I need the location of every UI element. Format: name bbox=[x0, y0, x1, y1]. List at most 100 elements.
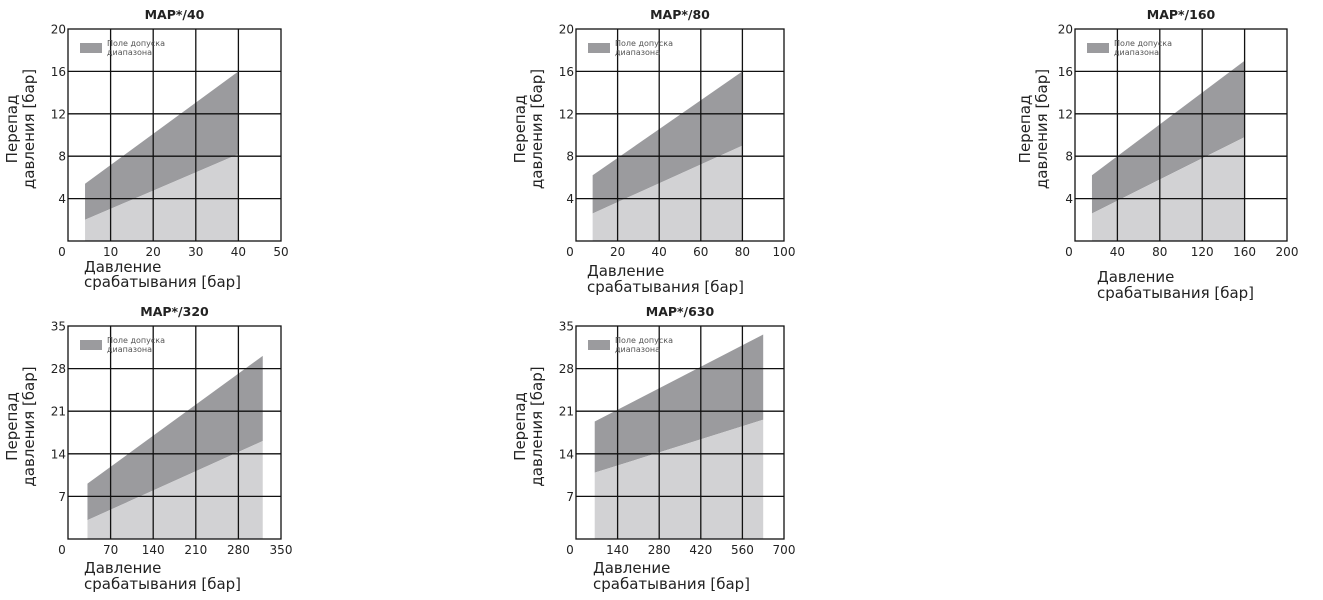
chart-title: MAP*/320 bbox=[140, 304, 209, 319]
legend-swatch bbox=[588, 340, 610, 350]
y-axis-label: давления [бар] bbox=[20, 69, 38, 189]
x-tick-label: 60 bbox=[693, 245, 708, 259]
below-band-area bbox=[594, 419, 764, 539]
plot-frame bbox=[575, 325, 785, 540]
below-band-area bbox=[85, 154, 239, 241]
y-axis-label: Перепад bbox=[3, 392, 21, 461]
x-axis-label: срабатывания [бар] bbox=[587, 278, 744, 296]
y-axis-label: давления [бар] bbox=[528, 69, 546, 189]
x-tick-label: 0 bbox=[58, 245, 66, 259]
y-axis-label: Перепад bbox=[511, 392, 529, 461]
y-tick-label: 12 bbox=[51, 107, 66, 121]
chart-title: MAP*/630 bbox=[646, 304, 715, 319]
y-tick-label: 28 bbox=[51, 362, 66, 376]
x-tick-label: 160 bbox=[1233, 245, 1256, 259]
x-tick-label: 280 bbox=[648, 543, 671, 557]
legend-label: Поле допуска bbox=[107, 336, 165, 345]
x-tick-label: 700 bbox=[773, 543, 796, 557]
below-band-area bbox=[592, 145, 743, 241]
plot-frame bbox=[1074, 28, 1288, 242]
x-tick-label: 280 bbox=[227, 543, 250, 557]
y-tick-label: 12 bbox=[1058, 107, 1073, 121]
legend-swatch bbox=[80, 43, 102, 53]
x-tick-label: 30 bbox=[188, 245, 203, 259]
x-tick-label: 140 bbox=[606, 543, 629, 557]
y-axis-label: давления [бар] bbox=[528, 366, 546, 486]
chart-title: MAP*/80 bbox=[650, 7, 710, 22]
x-axis-label: срабатывания [бар] bbox=[84, 273, 241, 291]
y-tick-label: 35 bbox=[559, 320, 574, 334]
x-axis-label: срабатывания [бар] bbox=[593, 575, 750, 593]
y-tick-label: 21 bbox=[559, 405, 574, 419]
y-tick-label: 7 bbox=[58, 490, 66, 504]
x-axis-label: Давление bbox=[84, 258, 161, 276]
y-tick-label: 20 bbox=[559, 23, 574, 37]
chart-4: MAP*/320 0 70 140 210 280 350 7 14 21 28 35 Давление… bbox=[3, 304, 292, 593]
y-tick-label: 20 bbox=[51, 23, 66, 37]
x-tick-label: 0 bbox=[58, 543, 66, 557]
x-tick-label: 80 bbox=[1152, 245, 1167, 259]
x-tick-label: 40 bbox=[1110, 245, 1125, 259]
chart-3: MAP*/160 0 40 80 120 160 200 4 8 12 16 20 Давлениеср… bbox=[1016, 7, 1298, 302]
legend-label: Поле допуска bbox=[1114, 39, 1172, 48]
y-axis-label: Перепад bbox=[3, 95, 21, 164]
y-tick-label: 4 bbox=[1065, 192, 1073, 206]
x-tick-label: 100 bbox=[773, 245, 796, 259]
legend-label: Поле допуска bbox=[107, 39, 165, 48]
x-axis-label: Давление bbox=[593, 559, 670, 577]
legend-swatch bbox=[588, 43, 610, 53]
legend-label: диапазона bbox=[1114, 48, 1159, 57]
tolerance-band-area bbox=[87, 355, 263, 521]
y-tick-label: 16 bbox=[51, 65, 66, 79]
chart-title: MAP*/160 bbox=[1147, 7, 1216, 22]
plot-frame bbox=[67, 325, 282, 540]
y-tick-label: 4 bbox=[566, 192, 574, 206]
y-tick-label: 21 bbox=[51, 405, 66, 419]
x-tick-label: 80 bbox=[735, 245, 750, 259]
legend-label: диапазона bbox=[107, 48, 152, 57]
y-tick-label: 20 bbox=[1058, 23, 1073, 37]
plot-frame bbox=[67, 28, 282, 242]
x-tick-label: 0 bbox=[566, 245, 574, 259]
x-axis-label: Давление bbox=[1097, 268, 1174, 286]
x-tick-label: 20 bbox=[610, 245, 625, 259]
x-tick-label: 20 bbox=[146, 245, 161, 259]
legend-label: диапазона bbox=[615, 345, 660, 354]
y-axis-label: давления [бар] bbox=[1033, 69, 1051, 189]
x-axis-label: срабатывания [бар] bbox=[1097, 284, 1254, 302]
x-tick-label: 50 bbox=[273, 245, 288, 259]
y-tick-label: 8 bbox=[1065, 150, 1073, 164]
y-tick-label: 7 bbox=[566, 490, 574, 504]
legend-label: Поле допуска bbox=[615, 39, 673, 48]
below-band-area bbox=[1091, 137, 1245, 241]
x-axis-label: срабатывания [бар] bbox=[84, 575, 241, 593]
legend-label: Поле допуска bbox=[615, 336, 673, 345]
y-tick-label: 4 bbox=[58, 192, 66, 206]
x-tick-label: 210 bbox=[184, 543, 207, 557]
y-tick-label: 12 bbox=[559, 107, 574, 121]
legend-label: диапазона bbox=[107, 345, 152, 354]
y-tick-label: 14 bbox=[559, 447, 574, 461]
x-tick-label: 350 bbox=[270, 543, 293, 557]
legend-label: диапазона bbox=[615, 48, 660, 57]
plot-frame bbox=[575, 28, 785, 242]
y-tick-label: 14 bbox=[51, 447, 66, 461]
tolerance-band-area bbox=[85, 71, 239, 220]
x-tick-label: 0 bbox=[1065, 245, 1073, 259]
tolerance-band-area bbox=[592, 71, 743, 214]
x-tick-label: 420 bbox=[689, 543, 712, 557]
y-tick-label: 16 bbox=[1058, 65, 1073, 79]
y-tick-label: 16 bbox=[559, 65, 574, 79]
chart-1: MAP*/400 10 20 30 40 5048121620Давлениесрабат… bbox=[3, 7, 289, 291]
x-axis-label: Давление bbox=[84, 559, 161, 577]
x-tick-label: 0 bbox=[566, 543, 574, 557]
y-tick-label: 8 bbox=[58, 150, 66, 164]
y-tick-label: 28 bbox=[559, 362, 574, 376]
x-tick-label: 200 bbox=[1276, 245, 1299, 259]
